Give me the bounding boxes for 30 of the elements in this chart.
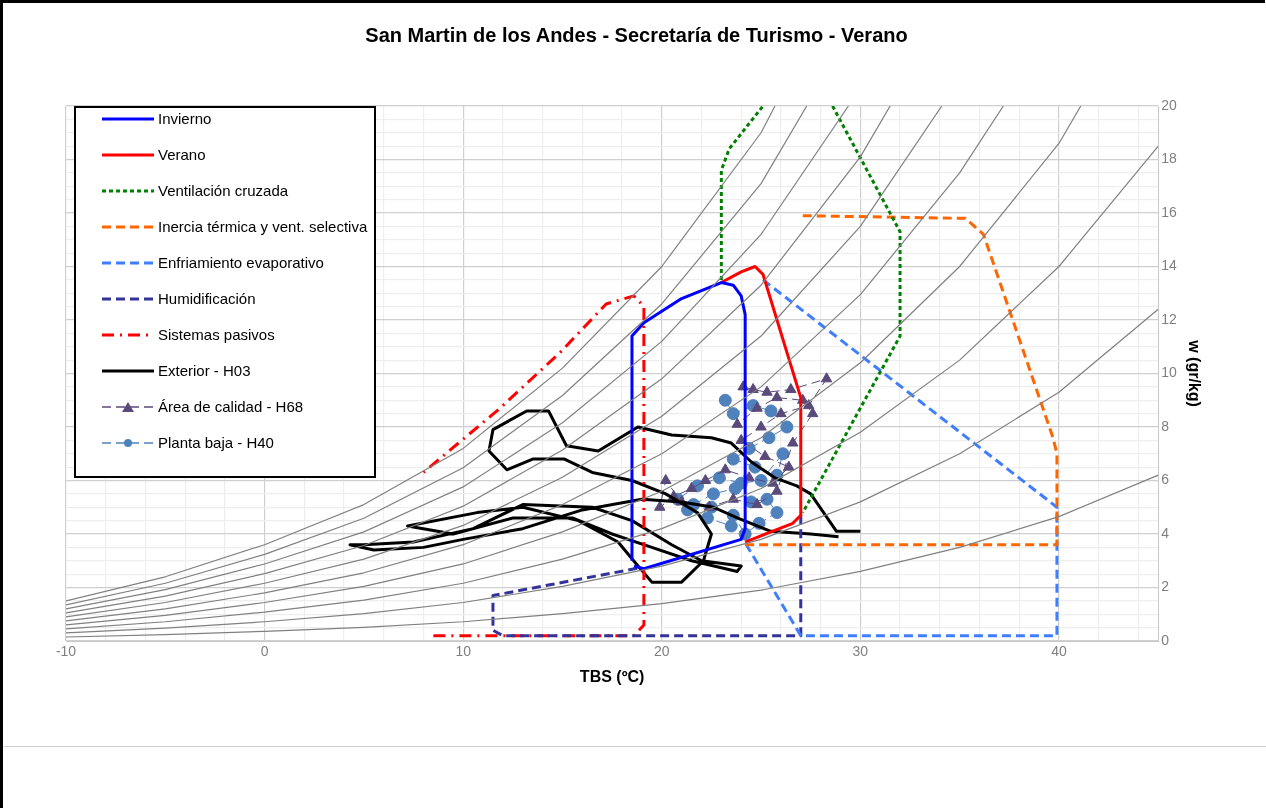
y-tick-label: 8 <box>1161 417 1170 434</box>
y-tick-label: 18 <box>1161 150 1178 167</box>
y-tick-label: 16 <box>1161 203 1178 220</box>
y-tick-label: 6 <box>1161 471 1170 488</box>
y-tick-label: 12 <box>1161 310 1178 327</box>
x-tick-label: 10 <box>455 643 472 660</box>
y-axis-title: w (gr/kg) <box>1185 339 1203 407</box>
y-tick-label: 0 <box>1161 631 1170 648</box>
y-tick-label: 14 <box>1161 257 1178 274</box>
legend-label: Verano <box>158 146 206 163</box>
x-tick-label: -10 <box>55 643 77 660</box>
legend-label: Humidificación <box>158 290 256 307</box>
legend-label: Exterior - H03 <box>158 362 251 379</box>
x-tick-label: 30 <box>852 643 869 660</box>
y-tick-label: 4 <box>1161 524 1170 541</box>
chart-title: San Martin de los Andes - Secretaría de Turismo - Verano <box>365 23 908 46</box>
legend-label: Área de calidad - H68 <box>158 398 304 415</box>
y-tick-label: 10 <box>1161 364 1178 381</box>
legend-label: Invierno <box>158 110 212 127</box>
x-tick-label: 40 <box>1051 643 1067 660</box>
x-axis-title: TBS (ºC) <box>579 667 645 685</box>
y-tick-label: 20 <box>1161 96 1178 113</box>
x-tick-label: 0 <box>260 643 269 660</box>
legend-label: Planta baja - H40 <box>158 434 274 451</box>
legend-label: Ventilación cruzada <box>158 182 289 199</box>
legend-label: Inercia térmica y vent. selectiva <box>158 218 368 235</box>
legend-label: Sistemas pasivos <box>158 326 275 343</box>
legend-label: Enfriamiento evaporativo <box>158 254 324 271</box>
x-tick-label: 20 <box>653 643 670 660</box>
y-tick-label: 2 <box>1161 578 1170 595</box>
